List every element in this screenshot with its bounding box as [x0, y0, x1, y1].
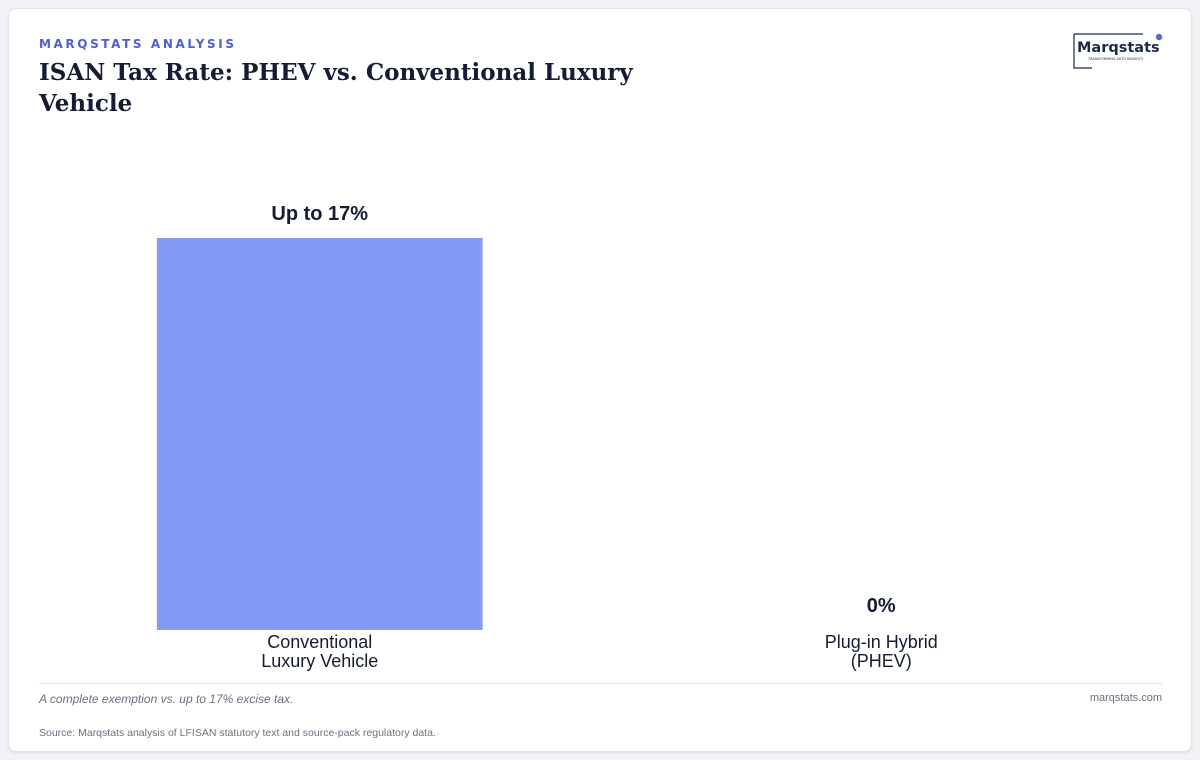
- bar-chart: Up to 17% Conventional Luxury Vehicle 0% Plu…: [156, 203, 938, 671]
- bar-0: [156, 238, 483, 630]
- bar-value-label-0: Up to 17%: [271, 203, 368, 225]
- site-link[interactable]: marqstats.com: [1089, 692, 1162, 704]
- svg-text:TRANSFORMING AUTO INSIGHTS: TRANSFORMING AUTO INSIGHTS: [1087, 57, 1143, 61]
- marqstats-logo[interactable]: Marqstats TRANSFORMING AUTO INSIGHTS: [1073, 31, 1165, 71]
- svg-text:Marqstats: Marqstats: [1077, 40, 1160, 56]
- source-note: Source: Marqstats analysis of LFISAN sta…: [39, 727, 436, 739]
- category-label-0: Conventional Luxury Vehicle: [261, 632, 378, 671]
- eyebrow-label: MARQSTATS ANALYSIS: [39, 37, 237, 51]
- category-label-1: Plug-in Hybrid (PHEV): [825, 632, 938, 671]
- chart-caption: A complete exemption vs. up to 17% excis…: [39, 692, 294, 706]
- chart-title: ISAN Tax Rate: PHEV vs. Conventional Lux…: [39, 59, 633, 117]
- chart-card: MARQSTATS ANALYSIS ISAN Tax Rate: PHEV v…: [8, 8, 1192, 752]
- footer-divider: [39, 683, 1162, 684]
- bar-value-label-1: 0%: [867, 595, 896, 617]
